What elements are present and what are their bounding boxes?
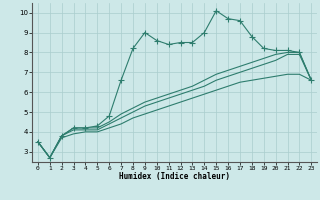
X-axis label: Humidex (Indice chaleur): Humidex (Indice chaleur) [119, 172, 230, 181]
